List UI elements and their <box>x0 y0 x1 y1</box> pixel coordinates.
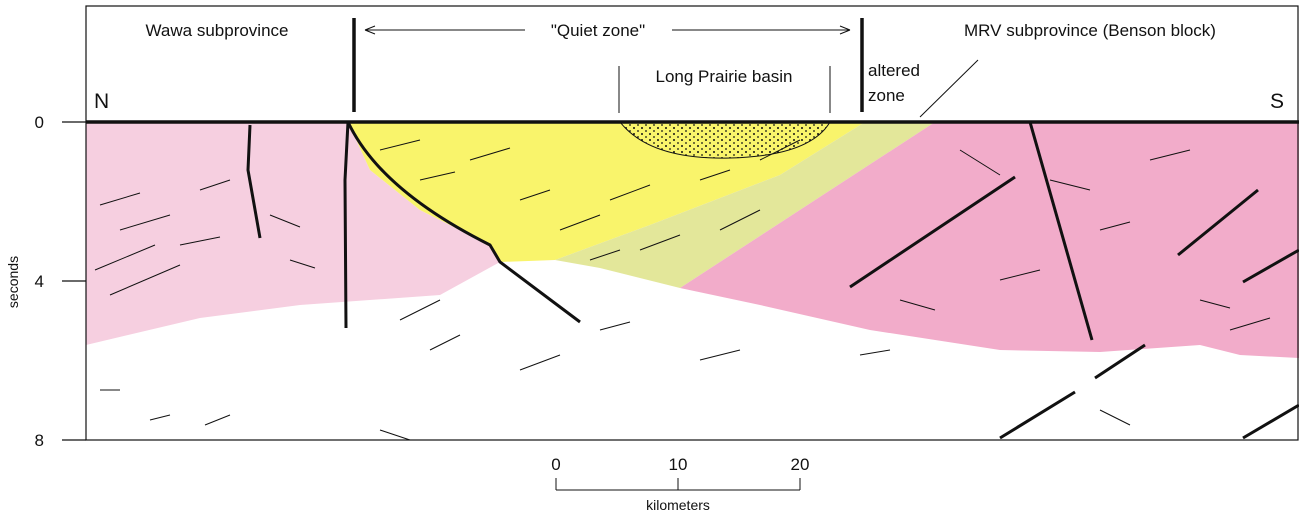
regions <box>86 122 1299 358</box>
y-axis-label: seconds <box>5 256 21 308</box>
altered-label: zone <box>868 86 905 105</box>
north-label: N <box>94 90 109 113</box>
quiet-zone-label: "Quiet zone" <box>551 21 645 40</box>
cross-section: Wawa subprovince "Quiet zone" Long Prair… <box>0 0 1299 516</box>
south-label: S <box>1270 90 1284 113</box>
basin-label: Long Prairie basin <box>655 67 792 86</box>
y-axis: 0 4 8 <box>35 113 86 450</box>
y-tick-label: 0 <box>35 113 44 132</box>
scale-label: kilometers <box>646 497 710 513</box>
y-tick-label: 8 <box>35 431 44 450</box>
y-tick-label: 4 <box>35 272 44 291</box>
altered-label: altered <box>868 61 920 80</box>
scale-tick-label: 0 <box>551 455 560 474</box>
mrv-label: MRV subprovince (Benson block) <box>964 21 1216 40</box>
wawa-label: Wawa subprovince <box>146 21 289 40</box>
scale-bar: 0 10 20 <box>551 455 809 490</box>
scale-tick-label: 10 <box>669 455 688 474</box>
scale-tick-label: 20 <box>791 455 810 474</box>
